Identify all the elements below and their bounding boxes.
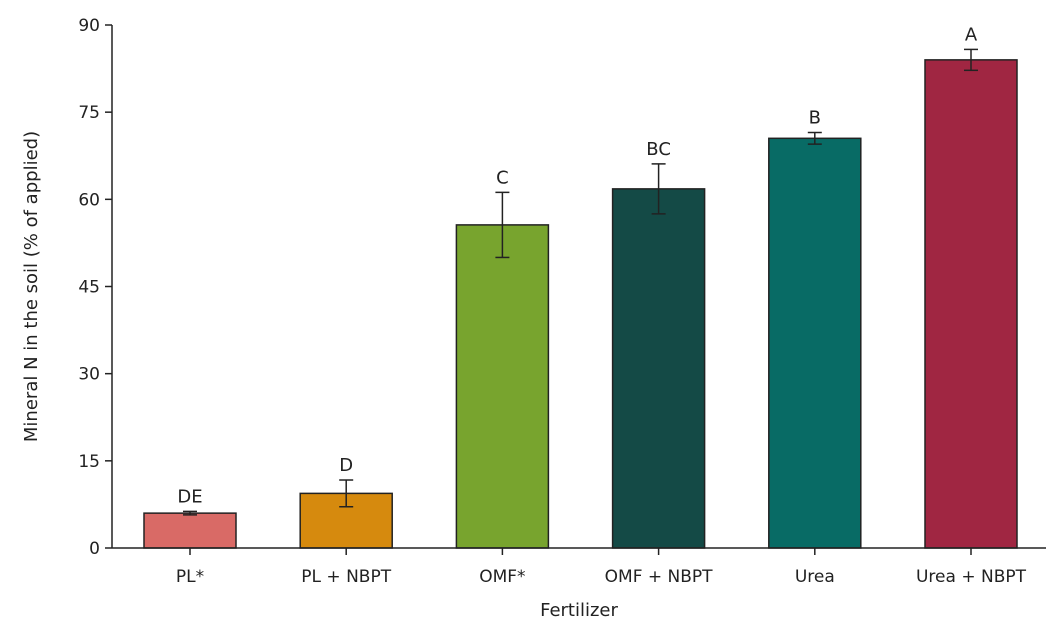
x-axis-ticks: PL* PL + NBPT OMF* OMF + NBPT Urea Urea + NBP…	[176, 548, 1027, 587]
x-tick-label: OMF + NBPT	[605, 567, 714, 587]
group-letter-label: A	[965, 24, 978, 45]
x-tick-label: OMF*	[479, 567, 525, 587]
group-letter-label: B	[809, 108, 821, 129]
bar	[768, 137, 862, 549]
x-axis-title: Fertilizer	[540, 600, 618, 621]
bar	[455, 224, 550, 549]
group-letter-label: D	[339, 455, 353, 476]
bar	[924, 59, 1018, 549]
x-tick-label: Urea	[795, 567, 835, 587]
x-tick-label: PL*	[176, 567, 204, 587]
x-tick-label: Urea + NBPT	[916, 567, 1027, 587]
y-axis-title: Mineral N in the soil (% of applied)	[21, 131, 42, 442]
bars	[143, 59, 1018, 549]
x-tick-label: PL + NBPT	[301, 567, 391, 587]
y-tick-label: 60	[78, 190, 100, 210]
group-letter-label: DE	[177, 486, 202, 507]
bar	[143, 512, 237, 549]
y-tick-label: 45	[78, 278, 100, 298]
group-letter-label: C	[496, 167, 509, 188]
y-axis-ticks: 0 15 30 45 60 75 90	[78, 16, 112, 559]
group-letter-labels: DE D C BC B A	[177, 24, 977, 507]
y-tick-label: 90	[78, 16, 100, 36]
bar	[611, 188, 706, 549]
y-tick-label: 75	[78, 103, 100, 123]
group-letter-label: BC	[646, 139, 671, 160]
y-tick-label: 0	[89, 539, 100, 559]
y-tick-label: 30	[78, 365, 100, 385]
y-tick-label: 15	[78, 452, 100, 472]
error-bars	[183, 48, 978, 516]
